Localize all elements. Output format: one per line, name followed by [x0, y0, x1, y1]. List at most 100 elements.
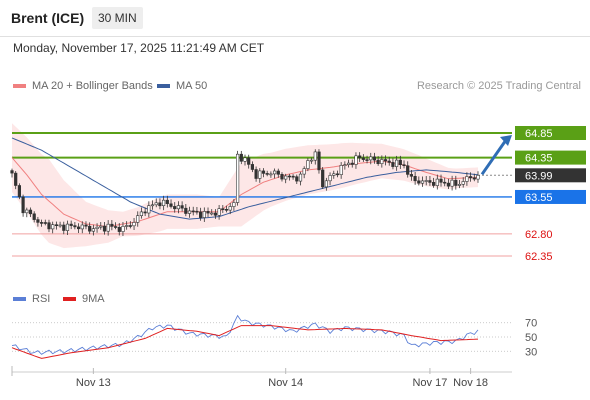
- candle-body: [409, 174, 414, 177]
- candle: [36, 216, 40, 227]
- candle: [28, 207, 33, 217]
- candle: [25, 207, 29, 218]
- candle: [162, 195, 166, 211]
- candle-body: [236, 153, 240, 203]
- candle-body: [21, 196, 25, 214]
- level-box-63.99: [515, 168, 586, 183]
- candle: [391, 158, 395, 170]
- candle-body: [302, 168, 306, 175]
- candle-body: [154, 202, 158, 206]
- candle: [365, 155, 369, 164]
- candle-body: [187, 210, 192, 214]
- candle-body: [232, 202, 236, 207]
- candle-body: [80, 224, 84, 230]
- candle-body: [306, 160, 310, 169]
- candle: [150, 200, 155, 210]
- candle-body: [28, 209, 33, 215]
- candle-body: [217, 208, 221, 216]
- candle: [335, 170, 340, 178]
- candle-body: [162, 199, 166, 206]
- candle: [339, 162, 343, 179]
- candle: [51, 221, 55, 234]
- candle: [221, 205, 225, 213]
- candle: [450, 175, 454, 191]
- candle: [143, 207, 147, 217]
- candle-body: [106, 223, 110, 232]
- candle: [443, 177, 447, 187]
- candle-body: [191, 210, 195, 213]
- candle: [191, 206, 195, 216]
- candle: [224, 205, 229, 213]
- level-box-63.55: [515, 189, 586, 204]
- candle-body: [428, 180, 432, 183]
- candle: [125, 221, 129, 230]
- candle-body: [32, 213, 36, 220]
- x-tick-label: Nov 13: [76, 377, 111, 389]
- candle: [276, 168, 280, 178]
- candle: [147, 201, 151, 218]
- candle-body: [321, 169, 325, 188]
- candle-body: [114, 226, 118, 228]
- candle: [461, 177, 465, 188]
- candle-body: [150, 204, 155, 207]
- x-axis: Nov 13 Nov 14 Nov 17 Nov 18: [11, 366, 512, 389]
- candle: [398, 155, 402, 169]
- candle-body: [180, 205, 184, 209]
- candle-body: [228, 206, 232, 211]
- instrument-title: Brent (ICE): [11, 10, 85, 26]
- candle-body: [284, 175, 288, 180]
- candle-body: [91, 228, 95, 232]
- candle-body: [210, 212, 214, 215]
- candle: [380, 155, 384, 168]
- candle-body: [361, 157, 365, 160]
- candle-body: [391, 162, 395, 167]
- candle-body: [343, 164, 347, 166]
- candle-body: [65, 223, 70, 231]
- candle: [139, 207, 144, 219]
- candle: [128, 221, 132, 229]
- candle: [173, 202, 177, 213]
- candle: [358, 152, 362, 162]
- candle-body: [406, 165, 410, 175]
- candle-body: [132, 222, 136, 227]
- candle-body: [62, 224, 66, 231]
- candle: [369, 152, 373, 165]
- candle-body: [358, 155, 362, 159]
- candle: [387, 156, 391, 166]
- candle: [91, 224, 95, 236]
- projection-arrow-head: [500, 135, 512, 146]
- timeframe-badge[interactable]: 30 MIN: [92, 7, 143, 29]
- candle-body: [424, 180, 428, 182]
- candle-body: [202, 211, 206, 218]
- candle: [158, 198, 162, 210]
- candle: [77, 223, 81, 233]
- candle: [295, 174, 299, 185]
- candle: [132, 218, 136, 230]
- candle-body: [199, 211, 203, 218]
- candle: [84, 221, 88, 230]
- candle-body: [454, 179, 458, 186]
- candle: [313, 149, 317, 165]
- candle-body: [121, 226, 125, 232]
- candle-body: [43, 222, 47, 224]
- level-label-64.85: 64.85: [525, 128, 553, 140]
- candle-body: [69, 223, 73, 226]
- candle: [210, 209, 214, 216]
- candle: [383, 155, 388, 166]
- candle: [202, 207, 206, 222]
- candle: [206, 207, 210, 218]
- legend-rsi: RSI: [13, 293, 50, 305]
- candle: [176, 201, 181, 214]
- candle-body: [158, 202, 162, 207]
- candle: [309, 157, 314, 164]
- candle: [213, 209, 218, 219]
- candle: [121, 222, 125, 237]
- candle-body: [417, 180, 421, 184]
- candle: [10, 168, 14, 178]
- level-box-64.85: [515, 126, 586, 140]
- level-box-64.35: [515, 150, 586, 165]
- candle: [165, 195, 169, 208]
- chart-header: Brent (ICE) 30 MIN: [0, 0, 590, 36]
- legend-ma50-label: MA 50: [176, 80, 208, 92]
